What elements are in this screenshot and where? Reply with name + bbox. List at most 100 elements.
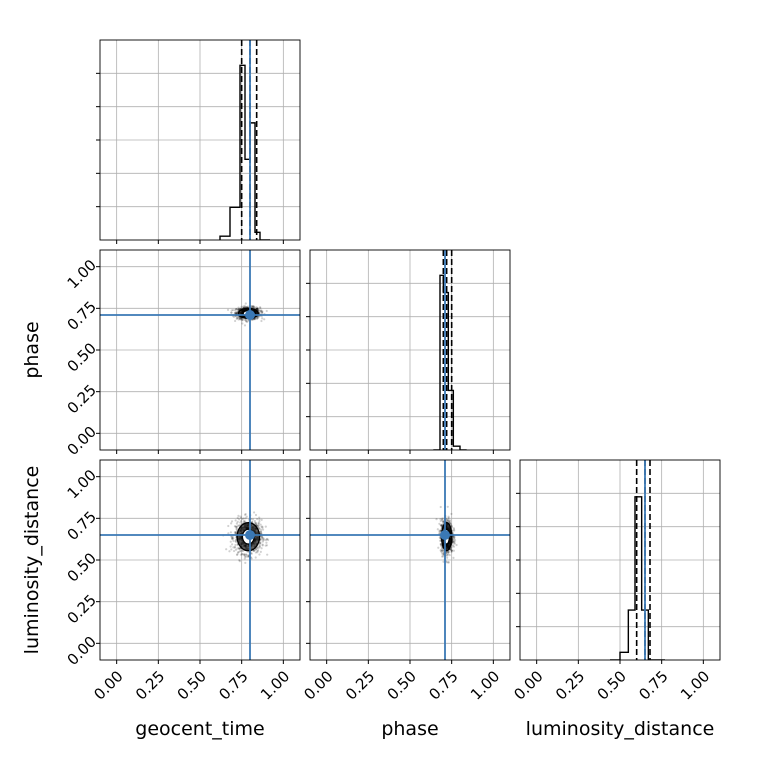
sample-point: [262, 537, 265, 540]
sample-point: [235, 307, 238, 311]
sample-point: [233, 525, 237, 528]
sample-point: [239, 516, 243, 520]
sample-point: [235, 525, 238, 528]
sample-point: [231, 535, 234, 538]
sample-point: [235, 522, 238, 525]
ytick-label: 0.25: [64, 591, 100, 627]
sample-point: [259, 541, 262, 544]
sample-point: [256, 518, 259, 521]
sample-point: [243, 318, 246, 321]
sample-point: [441, 517, 444, 520]
sample-point: [244, 517, 247, 520]
sample-point: [253, 521, 257, 524]
sample-point: [265, 544, 269, 547]
sample-point: [256, 550, 259, 553]
sample-point: [240, 305, 243, 308]
sample-point: [241, 322, 244, 325]
sample-point: [446, 554, 449, 557]
sample-point: [451, 540, 454, 544]
sample-point: [231, 538, 234, 541]
sample-point: [244, 512, 247, 516]
sample-point: [257, 521, 260, 525]
sample-point: [452, 545, 456, 548]
sample-point: [252, 305, 255, 308]
xtick-label: 0.00: [510, 667, 546, 703]
sample-point: [243, 553, 246, 556]
sample-point: [245, 320, 248, 323]
xlabel-phase: phase: [381, 718, 438, 740]
xtick-label: 0.75: [425, 667, 461, 703]
sample-point: [441, 549, 444, 552]
content-layer: [100, 40, 665, 660]
sample-point: [439, 523, 442, 527]
sample-point: [259, 307, 262, 310]
sample-point: [239, 317, 242, 320]
sample-point: [242, 517, 245, 520]
sample-point: [453, 529, 456, 532]
sample-point: [236, 524, 240, 527]
sample-point: [257, 547, 260, 550]
sample-point: [261, 528, 265, 531]
sample-point: [441, 523, 444, 526]
sample-point: [253, 317, 256, 320]
sample-point: [264, 544, 267, 547]
sample-point: [453, 542, 456, 545]
sample-point: [239, 521, 242, 524]
scatter-geocent_time-phase: [100, 250, 300, 450]
sample-point: [260, 319, 263, 323]
sample-point: [447, 560, 450, 564]
sample-point: [259, 532, 263, 535]
sample-point: [251, 518, 255, 521]
sample-point: [262, 538, 266, 541]
sample-point: [234, 310, 237, 314]
sample-point: [258, 308, 261, 312]
sample-point: [261, 525, 264, 528]
sample-point: [238, 518, 241, 521]
sample-point: [441, 549, 444, 552]
sample-point: [236, 316, 239, 319]
sample-point: [253, 317, 257, 320]
sample-point: [244, 302, 247, 305]
sample-point: [450, 549, 453, 552]
sample-point: [229, 540, 232, 543]
sample-point: [440, 548, 443, 551]
sample-point: [255, 317, 259, 320]
sample-point: [438, 529, 441, 532]
sample-point: [258, 518, 261, 521]
sample-point: [238, 560, 241, 563]
sample-point: [447, 550, 450, 553]
xtick-label: 0.25: [342, 667, 378, 703]
sample-point: [246, 320, 249, 323]
sample-point: [256, 307, 259, 311]
sample-point: [258, 520, 261, 523]
sample-point: [258, 546, 261, 549]
sample-point: [250, 305, 253, 308]
sample-point: [229, 531, 233, 534]
sample-point: [440, 519, 444, 522]
sample-point: [244, 561, 247, 564]
xtick-label: 0.75: [215, 667, 251, 703]
sample-point: [437, 546, 440, 549]
sample-point: [246, 555, 249, 558]
ytick-label: 0.50: [64, 339, 100, 375]
sample-point: [243, 519, 246, 522]
sample-point: [442, 520, 445, 523]
sample-point: [236, 551, 240, 554]
xtick-label: 1.00: [257, 667, 293, 703]
sample-point: [435, 518, 438, 521]
sample-point: [234, 540, 238, 543]
sample-point: [244, 513, 247, 516]
histogram-geocent_time: [219, 64, 270, 240]
sample-point: [439, 542, 442, 546]
sample-point: [441, 520, 445, 523]
sample-point: [232, 546, 235, 549]
sample-point: [446, 505, 449, 508]
sample-point: [446, 518, 449, 522]
sample-point: [439, 505, 442, 509]
sample-point: [447, 550, 450, 554]
sample-point: [448, 554, 451, 557]
sample-point: [252, 305, 255, 308]
sample-point: [243, 520, 247, 523]
sample-point: [452, 542, 455, 545]
sample-point: [438, 539, 442, 542]
